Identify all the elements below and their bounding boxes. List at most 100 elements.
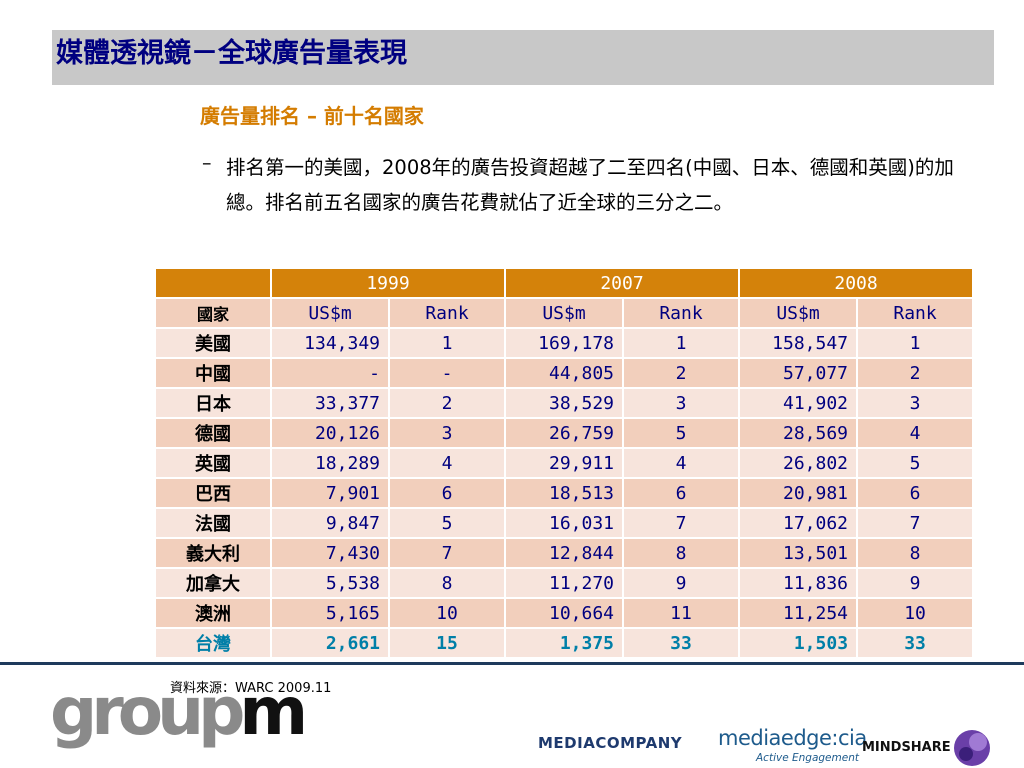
country-cell: 日本 [154,387,272,419]
rank-2007-cell: 11 [622,597,741,629]
rank-2008-cell: 1 [856,327,975,359]
rank-1999-cell: 1 [387,327,507,359]
bullet-text: 排名第一的美國，2008年的廣告投資超越了二至四名(中國、日本、德國和英國)的加… [226,156,954,214]
rank-2007-cell: 4 [622,447,741,479]
country-cell: 巴西 [154,477,272,509]
year-header-row: 1999 2007 2008 [154,267,975,299]
rank-2007-cell: 5 [622,417,741,449]
rank-2007-cell: 8 [622,537,741,569]
rank-2007-cell: 33 [622,627,741,659]
unit-header-row: 國家 US$m Rank US$m Rank US$m Rank [154,297,975,329]
rank-1999-cell: 3 [387,417,507,449]
table-body: 美國 134,349 1 169,178 1 158,547 1 中國 - -44,805 2 57,… [154,327,975,659]
usm-2008-cell: 28,569 [738,417,859,449]
footer-divider [0,662,1024,665]
rank-header-2008: Rank [856,297,975,329]
mediacompany-logo: MEDIACOMPANY [538,734,683,752]
mediaedge-tagline: Active Engagement [756,752,859,764]
ad-spend-ranking-table: 1999 2007 2008 國家 US$m Rank US$m Rank US… [154,267,975,659]
usm-1999-cell: 5,165 [270,597,390,629]
mindshare-logo: MINDSHARE [862,740,951,755]
usm-2008-cell: 20,981 [738,477,859,509]
table-row: 義大利 7,430 7 12,844 8 13,501 8 [154,537,975,569]
table-row: 澳洲 5,165 10 10,664 11 11,254 10 [154,597,975,629]
usm-header-2007: US$m [504,297,625,329]
rank-1999-cell: 6 [387,477,507,509]
year-header-2007: 2007 [504,267,741,299]
country-cell: 台灣 [154,627,272,659]
rank-1999-cell: - [387,357,507,389]
usm-2008-cell: 158,547 [738,327,859,359]
rank-2008-cell: 5 [856,447,975,479]
table-row: 英國 18,289 4 29,911 4 26,802 5 [154,447,975,479]
rank-2007-cell: 3 [622,387,741,419]
country-cell: 加拿大 [154,567,272,599]
rank-2008-cell: 7 [856,507,975,539]
rank-2008-cell: 6 [856,477,975,509]
table-row: 台灣 2,661 15 1,375 33 1,503 33 [154,627,975,659]
country-column-header: 國家 [154,297,272,329]
usm-1999-cell: 9,847 [270,507,390,539]
mediaedge-logo: mediaedge:cia [718,726,867,750]
country-cell: 德國 [154,417,272,449]
usm-2008-cell: 26,802 [738,447,859,479]
bullet-dash: – [202,152,212,174]
country-cell: 澳洲 [154,597,272,629]
rank-1999-cell: 2 [387,387,507,419]
usm-header-2008: US$m [738,297,859,329]
usm-2007-cell: 10,664 [504,597,625,629]
rank-2008-cell: 10 [856,597,975,629]
rank-2008-cell: 33 [856,627,975,659]
slide-title: 媒體透視鏡－全球廣告量表現 [56,38,407,69]
rank-2008-cell: 9 [856,567,975,599]
usm-2007-cell: 12,844 [504,537,625,569]
rank-2007-cell: 2 [622,357,741,389]
table-row: 德國 20,126 3 26,759 5 28,569 4 [154,417,975,449]
usm-2008-cell: 57,077 [738,357,859,389]
usm-2007-cell: 1,375 [504,627,625,659]
slide-subtitle: 廣告量排名 – 前十名國家 [200,104,424,128]
mindshare-mark-icon [954,730,990,766]
usm-1999-cell: 2,661 [270,627,390,659]
usm-1999-cell: 7,901 [270,477,390,509]
country-cell: 義大利 [154,537,272,569]
rank-1999-cell: 7 [387,537,507,569]
rank-2008-cell: 2 [856,357,975,389]
usm-2008-cell: 11,836 [738,567,859,599]
usm-2008-cell: 13,501 [738,537,859,569]
usm-1999-cell: 7,430 [270,537,390,569]
groupm-logo-part-a: group [50,673,245,750]
rank-2007-cell: 9 [622,567,741,599]
usm-2007-cell: 169,178 [504,327,625,359]
usm-2007-cell: 18,513 [504,477,625,509]
rank-2007-cell: 6 [622,477,741,509]
rank-1999-cell: 5 [387,507,507,539]
usm-2008-cell: 17,062 [738,507,859,539]
groupm-logo: groupm [50,672,308,752]
usm-header-1999: US$m [270,297,390,329]
rank-2008-cell: 4 [856,417,975,449]
table-row: 中國 - -44,805 2 57,077 2 [154,357,975,389]
country-cell: 英國 [154,447,272,479]
table-row: 日本 33,377 2 38,529 3 41,902 3 [154,387,975,419]
rank-1999-cell: 10 [387,597,507,629]
rank-1999-cell: 8 [387,567,507,599]
year-header-blank [154,267,272,299]
rank-2007-cell: 7 [622,507,741,539]
usm-2008-cell: 1,503 [738,627,859,659]
country-cell: 中國 [154,357,272,389]
usm-2007-cell: 26,759 [504,417,625,449]
usm-1999-cell: 20,126 [270,417,390,449]
usm-1999-cell: 5,538 [270,567,390,599]
rank-2008-cell: 3 [856,387,975,419]
rank-2007-cell: 1 [622,327,741,359]
rank-header-1999: Rank [387,297,507,329]
table-row: 美國 134,349 1 169,178 1 158,547 1 [154,327,975,359]
groupm-logo-part-b: m [239,673,308,750]
usm-2007-cell: 38,529 [504,387,625,419]
source-note: 資料來源：WARC 2009.11 [170,681,332,696]
usm-2007-cell: 16,031 [504,507,625,539]
rank-2008-cell: 8 [856,537,975,569]
country-cell: 美國 [154,327,272,359]
usm-2008-cell: 41,902 [738,387,859,419]
